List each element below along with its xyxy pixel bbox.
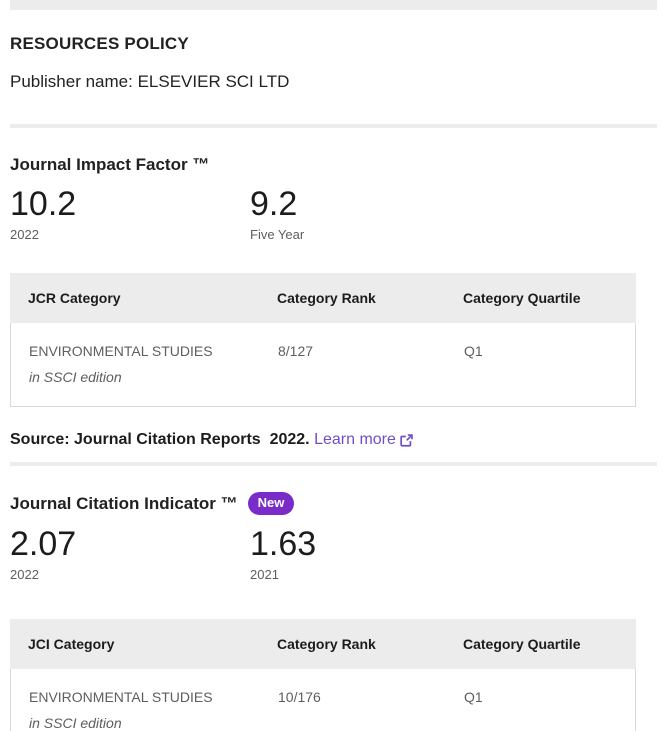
- table-row: ENVIRONMENTAL STUDIES in SSCI edition 8/…: [10, 323, 636, 407]
- jif-five-year-label: Five Year: [250, 227, 305, 242]
- edition-note: in SSCI edition: [29, 715, 122, 731]
- jci-prior-metric: 1.63 2021: [250, 525, 490, 583]
- jcr-category-header: JCR Category: [28, 290, 121, 306]
- table-row: ENVIRONMENTAL STUDIES in SSCI edition 10…: [10, 669, 636, 731]
- section-divider: [10, 124, 657, 128]
- jci-current-metric: 2.07 2022: [10, 525, 250, 583]
- jif-value: 10.2: [10, 185, 77, 223]
- citation-indicator-section: Journal Citation Indicator ™ New 2.07 20…: [10, 492, 657, 731]
- journal-profile-panel: RESOURCES POLICY Publisher name: ELSEVIE…: [10, 0, 657, 731]
- jif-year-label: 2022: [10, 227, 39, 242]
- citation-indicator-heading: Journal Citation Indicator ™ New: [10, 492, 657, 515]
- citation-indicator-metrics: 2.07 2022 1.63 2021: [10, 525, 657, 583]
- jif-five-year-metric: 9.2 Five Year: [250, 185, 490, 243]
- category-rank-header: Category Rank: [277, 636, 376, 652]
- jci-category-header: JCI Category: [28, 636, 115, 652]
- category-name: ENVIRONMENTAL STUDIES: [29, 689, 213, 705]
- rank-cell: 8/127: [278, 343, 314, 359]
- category-rank-header: Category Rank: [277, 290, 376, 306]
- citation-indicator-title: Journal Citation Indicator ™: [10, 494, 238, 513]
- rank-cell: 10/176: [278, 689, 321, 705]
- impact-factor-section: Journal Impact Factor ™ 10.2 2022 9.2 Fi…: [10, 154, 657, 451]
- quartile-cell: Q1: [464, 343, 483, 359]
- category-cell: ENVIRONMENTAL STUDIES in SSCI edition: [11, 341, 278, 387]
- jci-prior-year-label: 2021: [250, 567, 279, 582]
- quartile-cell: Q1: [464, 689, 483, 705]
- category-quartile-header: Category Quartile: [463, 290, 581, 306]
- jci-category-table: JCI Category Category Rank Category Quar…: [10, 619, 636, 731]
- learn-more-label: Learn more: [314, 431, 396, 448]
- learn-more-link[interactable]: Learn more: [314, 429, 414, 451]
- jci-prior-value: 1.63: [250, 525, 317, 563]
- impact-factor-heading: Journal Impact Factor ™: [10, 155, 210, 174]
- new-badge: New: [247, 492, 295, 515]
- category-quartile-header: Category Quartile: [463, 636, 581, 652]
- external-link-icon[interactable]: [399, 433, 414, 448]
- category-cell: ENVIRONMENTAL STUDIES in SSCI edition: [11, 687, 278, 731]
- jif-five-year-value: 9.2: [250, 185, 298, 223]
- impact-factor-metrics: 10.2 2022 9.2 Five Year: [10, 185, 657, 243]
- table-header-row: JCR Category Category Rank Category Quar…: [10, 273, 636, 323]
- page-title: RESOURCES POLICY: [10, 34, 189, 53]
- previous-section-remnant: [10, 0, 657, 10]
- jif-current-metric: 10.2 2022: [10, 185, 250, 243]
- jci-value: 2.07: [10, 525, 77, 563]
- section-divider: [10, 462, 657, 466]
- edition-note: in SSCI edition: [29, 369, 122, 385]
- table-header-row: JCI Category Category Rank Category Quar…: [10, 619, 636, 669]
- jcr-category-table: JCR Category Category Rank Category Quar…: [10, 273, 636, 407]
- jci-year-label: 2022: [10, 567, 39, 582]
- source-line: Source: Journal Citation Reports 2022. L…: [10, 429, 657, 451]
- category-name: ENVIRONMENTAL STUDIES: [29, 343, 213, 359]
- source-text: Source: Journal Citation Reports 2022.: [10, 431, 310, 448]
- publisher-line: Publisher name: ELSEVIER SCI LTD: [10, 72, 290, 91]
